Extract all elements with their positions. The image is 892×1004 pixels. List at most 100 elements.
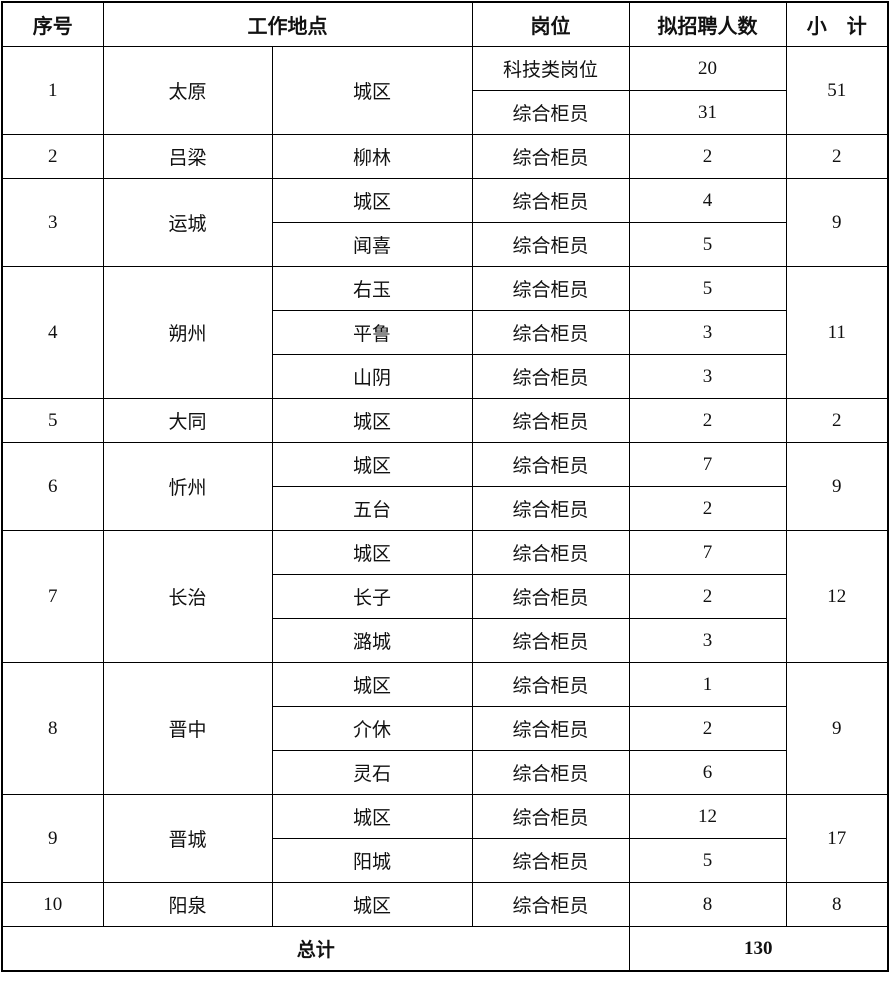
seq-cell: 5 xyxy=(1,398,104,443)
count-cell: 6 xyxy=(628,750,787,795)
subtotal-cell: 51 xyxy=(785,46,889,135)
count-cell: 3 xyxy=(628,618,787,663)
table-row: 综合柜员 31 xyxy=(2,90,888,135)
header-count: 拟招聘人数 xyxy=(628,1,787,47)
city-cell: 吕梁 xyxy=(102,134,273,179)
table-row: 闻喜 综合柜员 5 xyxy=(2,222,888,267)
header-position: 岗位 xyxy=(471,1,630,47)
count-cell: 2 xyxy=(628,706,787,751)
site-cell: 柳林 xyxy=(271,134,473,179)
header-subtotal: 小 计 xyxy=(785,1,889,47)
position-cell: 综合柜员 xyxy=(471,354,630,399)
subtotal-cell: 12 xyxy=(785,530,889,663)
position-cell: 综合柜员 xyxy=(471,134,630,179)
position-cell: 综合柜员 xyxy=(471,794,630,839)
seq-cell: 8 xyxy=(1,662,104,795)
table-row: 6 忻州 城区 综合柜员 7 9 xyxy=(1,442,889,531)
table-row: 5 大同 城区 综合柜员 2 2 xyxy=(1,398,889,443)
count-cell: 2 xyxy=(628,134,787,179)
position-cell: 综合柜员 xyxy=(471,90,630,135)
header-seq: 序号 xyxy=(1,1,104,47)
subtotal-cell: 11 xyxy=(785,266,889,399)
site-cell: 五台 xyxy=(271,486,473,531)
city-cell: 运城 xyxy=(102,178,273,267)
subtotal-cell: 8 xyxy=(785,882,889,927)
site-cell: 阳城 xyxy=(271,838,473,883)
seq-cell: 9 xyxy=(1,794,104,883)
site-cell: 城区 xyxy=(271,398,473,443)
table-row: 潞城 综合柜员 3 xyxy=(2,618,888,663)
count-cell: 12 xyxy=(628,794,787,839)
recruitment-table: 序号 工作地点 岗位 拟招聘人数 小 计 1 太原 城区 科技类岗位 20 51 综合柜员 3… xyxy=(1,1,889,972)
count-cell: 20 xyxy=(628,46,787,91)
position-cell: 综合柜员 xyxy=(471,486,630,531)
site-cell: 平鲁 xyxy=(271,310,473,355)
position-cell: 综合柜员 xyxy=(471,706,630,751)
count-cell: 2 xyxy=(628,486,787,531)
city-cell: 太原 xyxy=(102,46,273,135)
subtotal-cell: 9 xyxy=(785,178,889,267)
table-row: 9 晋城 城区 综合柜员 12 17 xyxy=(1,794,889,883)
subtotal-cell: 17 xyxy=(785,794,889,883)
site-cell: 城区 xyxy=(271,882,473,927)
site-cell: 山阴 xyxy=(271,354,473,399)
city-cell: 晋城 xyxy=(102,794,273,883)
site-cell: 潞城 xyxy=(271,618,473,663)
count-cell: 4 xyxy=(628,178,787,223)
subtotal-cell: 2 xyxy=(785,398,889,443)
position-cell: 综合柜员 xyxy=(471,310,630,355)
site-cell: 城区 xyxy=(271,662,473,707)
count-cell: 7 xyxy=(628,442,787,487)
table-row: 4 朔州 右玉 综合柜员 5 11 xyxy=(1,266,889,399)
table-row: 2 吕梁 柳林 综合柜员 2 2 xyxy=(1,134,889,179)
table-row: 3 运城 城区 综合柜员 4 9 xyxy=(1,178,889,267)
total-label: 总计 xyxy=(1,926,630,972)
city-cell: 晋中 xyxy=(102,662,273,795)
seq-cell: 10 xyxy=(1,882,104,927)
table-row: 灵石 综合柜员 6 xyxy=(2,750,888,795)
position-cell: 综合柜员 xyxy=(471,530,630,575)
count-cell: 3 xyxy=(628,310,787,355)
city-cell: 大同 xyxy=(102,398,273,443)
table-row: 10 阳泉 城区 综合柜员 8 8 xyxy=(1,882,889,927)
header-location: 工作地点 xyxy=(102,1,473,47)
seq-cell: 6 xyxy=(1,442,104,531)
count-cell: 5 xyxy=(628,266,787,311)
position-cell: 综合柜员 xyxy=(471,178,630,223)
site-cell: 城区 xyxy=(271,794,473,839)
position-cell: 综合柜员 xyxy=(471,398,630,443)
count-cell: 31 xyxy=(628,90,787,135)
subtotal-cell: 9 xyxy=(785,662,889,795)
position-cell: 综合柜员 xyxy=(471,266,630,311)
position-cell: 综合柜员 xyxy=(471,574,630,619)
table-row: 介休 综合柜员 2 xyxy=(2,706,888,751)
position-cell: 综合柜员 xyxy=(471,838,630,883)
seq-cell: 1 xyxy=(1,46,104,135)
count-cell: 7 xyxy=(628,530,787,575)
city-cell: 朔州 xyxy=(102,266,273,399)
seq-cell: 4 xyxy=(1,266,104,399)
site-cell: 城区 xyxy=(271,178,473,223)
count-cell: 3 xyxy=(628,354,787,399)
site-cell: 介休 xyxy=(271,706,473,751)
seq-cell: 2 xyxy=(1,134,104,179)
position-cell: 综合柜员 xyxy=(471,222,630,267)
table-row: 8 晋中 城区 综合柜员 1 9 xyxy=(1,662,889,795)
table-row: 长子 综合柜员 2 xyxy=(2,574,888,619)
table-row: 7 长治 城区 综合柜员 7 12 xyxy=(1,530,889,663)
position-cell: 综合柜员 xyxy=(471,618,630,663)
city-cell: 忻州 xyxy=(102,442,273,531)
position-cell: 综合柜员 xyxy=(471,442,630,487)
seq-cell: 7 xyxy=(1,530,104,663)
table-row: 五台 综合柜员 2 xyxy=(2,486,888,531)
site-cell: 城区 xyxy=(271,442,473,487)
table-row: 山阴 综合柜员 3 xyxy=(2,354,888,399)
total-value: 130 xyxy=(628,926,889,972)
site-cell: 灵石 xyxy=(271,750,473,795)
count-cell: 2 xyxy=(628,574,787,619)
count-cell: 5 xyxy=(628,838,787,883)
header-row: 序号 工作地点 岗位 拟招聘人数 小 计 xyxy=(1,1,889,47)
position-cell: 综合柜员 xyxy=(471,882,630,927)
seq-cell: 3 xyxy=(1,178,104,267)
site-cell: 右玉 xyxy=(271,266,473,311)
